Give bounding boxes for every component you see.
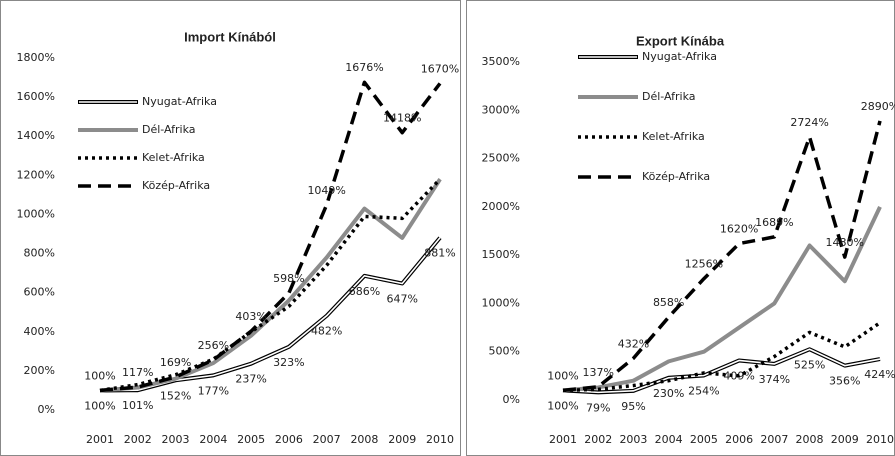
data-label: 100%: [84, 369, 115, 382]
data-label: 881%: [424, 247, 455, 260]
data-label: 254%: [688, 384, 719, 397]
x-tick-label: 2002: [584, 433, 612, 446]
data-label: 117%: [122, 366, 153, 379]
data-label: 323%: [273, 356, 304, 369]
x-tick-label: 2001: [86, 433, 114, 446]
x-tick-label: 2006: [275, 433, 303, 446]
y-tick-label: 1000%: [17, 207, 55, 220]
data-label: 432%: [618, 337, 649, 350]
data-label: 686%: [349, 285, 380, 298]
data-label: 1480%: [826, 236, 864, 249]
data-label: 1418%: [383, 112, 421, 125]
chart-title: Export Kínába: [636, 33, 725, 48]
data-label: 100%: [84, 399, 115, 412]
legend-label: Közép-Afrika: [642, 170, 710, 183]
y-tick-label: 400%: [24, 325, 55, 338]
data-label: 1049%: [307, 184, 345, 197]
y-tick-label: 3500%: [482, 55, 520, 68]
data-label: 137%: [582, 366, 613, 379]
x-tick-label: 2003: [162, 433, 190, 446]
x-tick-label: 2006: [725, 433, 753, 446]
data-label: 598%: [273, 272, 304, 285]
y-tick-label: 1800%: [17, 51, 55, 64]
y-tick-label: 2500%: [482, 152, 520, 165]
data-label: 403%: [235, 310, 266, 323]
y-tick-label: 0%: [38, 403, 55, 416]
legend-label: Nyugat-Afrika: [142, 95, 217, 108]
data-label: 424%: [864, 368, 895, 381]
y-tick-label: 3000%: [482, 103, 520, 116]
x-tick-label: 2007: [313, 433, 341, 446]
x-tick-label: 2008: [350, 433, 378, 446]
y-tick-label: 200%: [24, 364, 55, 377]
data-label: 101%: [122, 399, 153, 412]
x-tick-label: 2002: [124, 433, 152, 446]
legend-label: Nyugat-Afrika: [642, 50, 717, 63]
x-tick-label: 2009: [388, 433, 416, 446]
data-label: 79%: [586, 401, 610, 414]
data-label: 2724%: [790, 116, 828, 129]
data-label: 177%: [198, 384, 229, 397]
series-line-inner: [99, 237, 441, 392]
y-tick-label: 500%: [489, 345, 520, 358]
y-tick-label: 1500%: [482, 248, 520, 261]
data-label: 169%: [160, 356, 191, 369]
data-label: 525%: [794, 358, 825, 371]
data-label: 237%: [235, 373, 266, 386]
y-tick-label: 2000%: [482, 200, 520, 213]
series-line: [99, 178, 442, 393]
data-label: 647%: [386, 292, 417, 305]
y-tick-label: 600%: [24, 286, 55, 299]
x-tick-label: 2004: [199, 433, 227, 446]
data-label: 152%: [160, 389, 191, 402]
x-tick-label: 2001: [549, 433, 577, 446]
y-tick-label: 1400%: [17, 129, 55, 142]
chart-title: Import Kínából: [184, 29, 276, 44]
series-line: [99, 80, 442, 393]
data-label: 1620%: [720, 223, 758, 236]
y-tick-label: 1600%: [17, 90, 55, 103]
x-tick-label: 2004: [655, 433, 683, 446]
series-line-inner: [562, 348, 881, 394]
x-tick-label: 2005: [690, 433, 718, 446]
legend-label: Kelet-Afrika: [642, 130, 705, 143]
data-label: 100%: [547, 399, 578, 412]
legend-label: Dél-Afrika: [142, 123, 196, 136]
data-label: 858%: [653, 296, 684, 309]
data-label: 230%: [653, 387, 684, 400]
y-tick-label: 0%: [503, 393, 520, 406]
data-label: 374%: [759, 373, 790, 386]
x-tick-label: 2010: [866, 433, 894, 446]
data-label: 100%: [547, 369, 578, 382]
x-tick-label: 2005: [237, 433, 265, 446]
data-label: 1676%: [345, 61, 383, 74]
data-label: 1689%: [755, 216, 793, 229]
data-label: 95%: [621, 400, 645, 413]
series-line: [99, 178, 442, 393]
y-tick-label: 1200%: [17, 168, 55, 181]
data-label: 2890%: [861, 100, 895, 113]
x-tick-label: 2010: [426, 433, 454, 446]
legend-label: Közép-Afrika: [142, 179, 210, 192]
data-label: 482%: [311, 325, 342, 338]
x-tick-label: 2008: [796, 433, 824, 446]
data-label: 1670%: [421, 62, 459, 75]
y-tick-label: 1000%: [482, 296, 520, 309]
x-tick-label: 2003: [619, 433, 647, 446]
legend-label: Kelet-Afrika: [142, 151, 205, 164]
series-line: [562, 206, 882, 393]
series-line: [562, 120, 882, 393]
data-label: 356%: [829, 375, 860, 388]
y-tick-label: 800%: [24, 247, 55, 260]
legend-label: Dél-Afrika: [642, 90, 696, 103]
data-label: 256%: [198, 339, 229, 352]
x-tick-label: 2009: [831, 433, 859, 446]
x-tick-label: 2007: [760, 433, 788, 446]
data-label: 1256%: [685, 258, 723, 271]
